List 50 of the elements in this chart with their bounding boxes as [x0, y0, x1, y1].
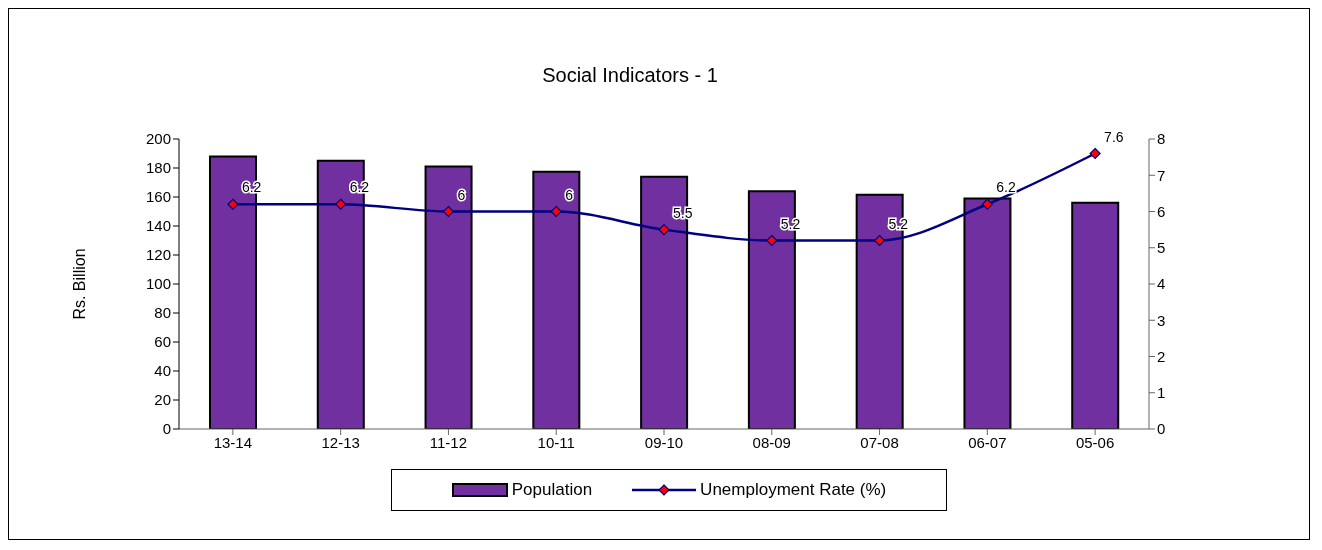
point	[335, 198, 347, 210]
data-label: 7.6	[1104, 128, 1124, 145]
y2-tick-label: 5	[1157, 239, 1166, 257]
y-tick-label: 80	[154, 304, 171, 322]
y-tick-label: 160	[145, 188, 171, 206]
x-tick-label: 08-09	[752, 433, 791, 451]
data-label: 6	[565, 186, 574, 203]
y2-tick-label: 2	[1157, 347, 1166, 365]
legend-label: Unemployment Rate (%)	[700, 480, 887, 500]
x-tick-label: 09-10	[644, 433, 684, 451]
data-label: 6.2	[996, 179, 1017, 196]
point	[658, 224, 670, 236]
x-tick-label: 05-06	[1075, 433, 1115, 451]
bar	[1071, 201, 1120, 429]
bar	[532, 170, 581, 429]
point	[766, 234, 778, 247]
y2-tick-label: 1	[1157, 384, 1166, 402]
y2-tick-label: 0	[1157, 420, 1166, 438]
point	[1089, 147, 1101, 160]
y-tick-label: 0	[162, 420, 171, 438]
x-tick-label: 07-08	[860, 433, 899, 451]
y-tick-label: 140	[145, 217, 171, 235]
y2-tick-label: 8	[1157, 130, 1166, 148]
bar	[424, 165, 473, 429]
y2-tick-label: 4	[1157, 275, 1166, 293]
x-tick-label: 11-12	[429, 433, 468, 451]
y-tick-label: 120	[145, 246, 171, 264]
y-tick-label: 60	[154, 333, 171, 351]
y2-tick-label: 3	[1157, 311, 1166, 329]
x-tick-label: 12-13	[321, 433, 360, 451]
y-tick-label: 200	[145, 130, 171, 148]
chart-title: Social Indicators - 1	[541, 64, 719, 87]
point	[981, 198, 993, 210]
y2-tick-label: 7	[1157, 166, 1166, 184]
legend-label: Population	[511, 480, 593, 500]
point	[442, 205, 455, 218]
y-tick-label: 100	[145, 275, 171, 293]
x-tick-label: 06-07	[968, 433, 1007, 451]
point	[550, 205, 562, 218]
point	[873, 234, 886, 247]
x-tick-label: 13-14	[213, 433, 253, 451]
y-axis-title: Rs. Billion	[70, 248, 88, 320]
y-tick-label: 20	[154, 391, 171, 409]
data-label: 6	[457, 186, 466, 203]
point	[227, 198, 239, 210]
y-tick-label: 40	[154, 362, 171, 380]
y2-tick-label: 6	[1157, 202, 1166, 220]
bar	[963, 197, 1012, 429]
x-tick-label: 10-11	[537, 433, 575, 451]
y-tick-label: 180	[145, 159, 171, 177]
